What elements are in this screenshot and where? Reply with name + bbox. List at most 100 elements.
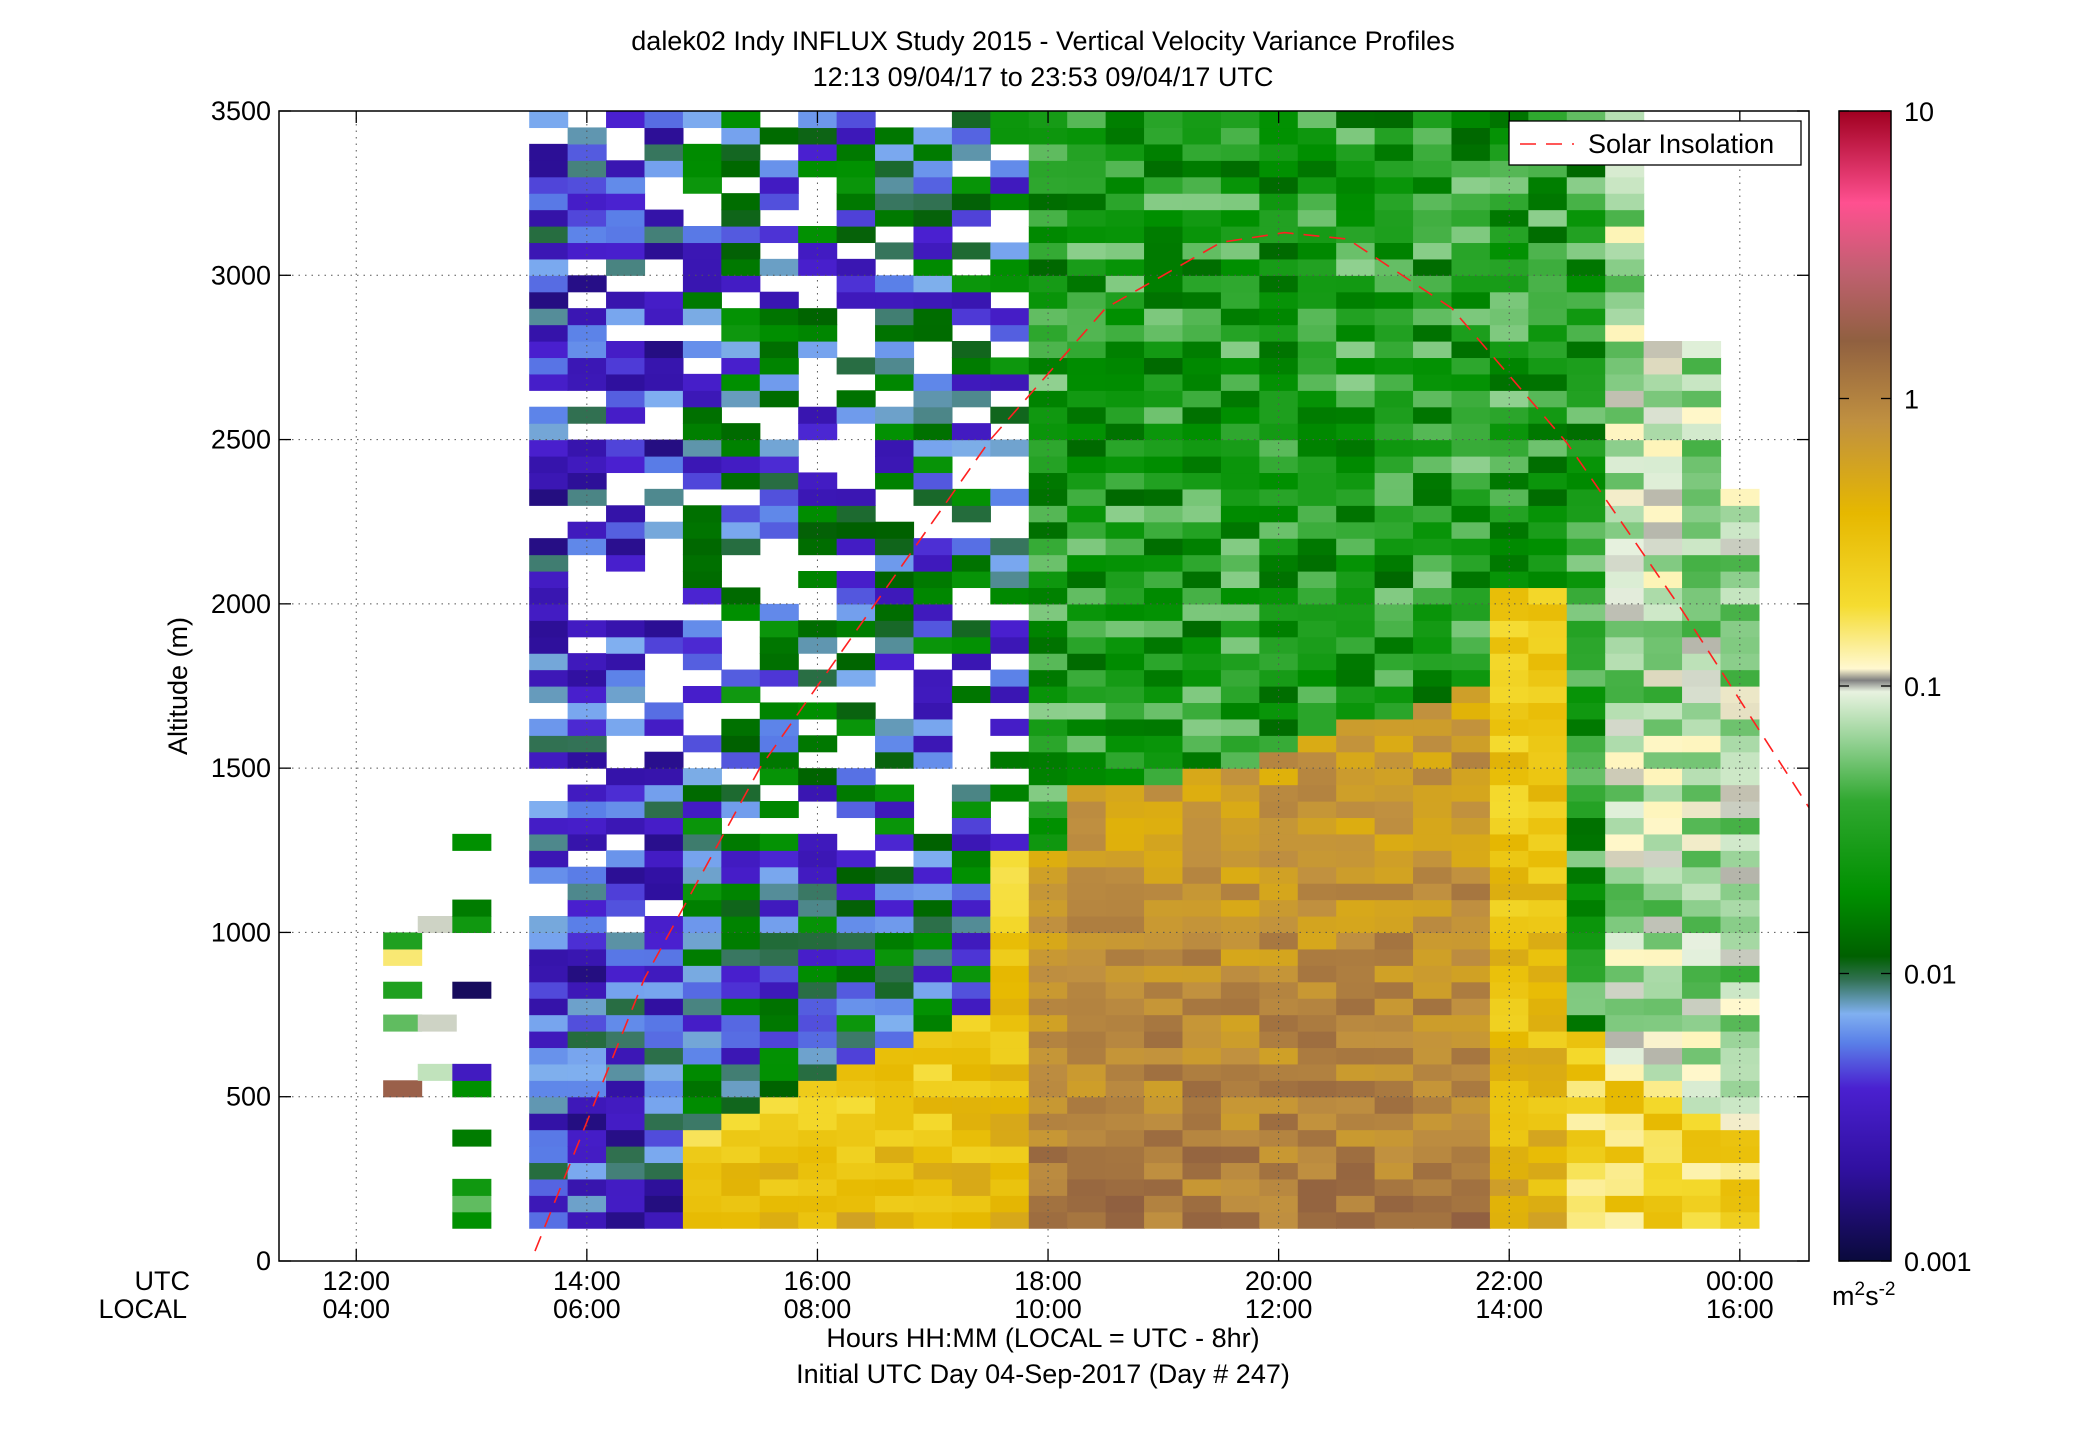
heatmap-cell [1720, 965, 1760, 983]
heatmap-cell [1682, 653, 1722, 671]
heatmap-cell [875, 193, 915, 211]
heatmap-cell [836, 488, 876, 506]
heatmap-cell [1220, 554, 1260, 572]
heatmap-cell [1566, 1129, 1606, 1147]
heatmap-cell [682, 1113, 722, 1131]
heatmap-cell [529, 817, 569, 835]
heatmap-cell [836, 603, 876, 621]
heatmap-cell [682, 1146, 722, 1164]
heatmap-cell [567, 488, 607, 506]
heatmap-cell [990, 193, 1030, 211]
heatmap-cell [1682, 702, 1722, 720]
heatmap-cell [1297, 258, 1337, 276]
heatmap-cell [644, 866, 684, 884]
heatmap-cell [1067, 784, 1107, 802]
heatmap-cell [1528, 571, 1568, 589]
heatmap-cell [875, 1162, 915, 1180]
heatmap-cell [1144, 784, 1184, 802]
heatmap-cell [875, 341, 915, 359]
heatmap-cell [1220, 176, 1260, 194]
heatmap-cell [1682, 390, 1722, 408]
heatmap-cell [1028, 373, 1068, 391]
heatmap-cell [1566, 1113, 1606, 1131]
heatmap-cell [1605, 209, 1645, 227]
heatmap-cell [951, 899, 991, 917]
heatmap-cell [1220, 160, 1260, 178]
heatmap-cell [567, 1146, 607, 1164]
heatmap-cell [798, 143, 838, 161]
heatmap-cell [1643, 571, 1683, 589]
heatmap-cell [1451, 850, 1491, 868]
heatmap-cell [1105, 784, 1145, 802]
heatmap-cell [1643, 686, 1683, 704]
heatmap-cell [1336, 357, 1376, 375]
heatmap-cell [1451, 127, 1491, 145]
heatmap-cell [1336, 1146, 1376, 1164]
heatmap-cell [1336, 948, 1376, 966]
heatmap-cell [682, 242, 722, 260]
heatmap-cell [1105, 373, 1145, 391]
heatmap-cell [1336, 1031, 1376, 1049]
heatmap-cell [759, 948, 799, 966]
heatmap-cell [1297, 1096, 1337, 1114]
heatmap-cell [1413, 472, 1453, 490]
heatmap-cell [1413, 406, 1453, 424]
heatmap-cell [1297, 226, 1337, 244]
heatmap-cell [606, 801, 646, 819]
heatmap-cell [1297, 291, 1337, 309]
heatmap-cell [1528, 653, 1568, 671]
heatmap-cell [1451, 801, 1491, 819]
heatmap-cell [836, 1063, 876, 1081]
heatmap-cell [682, 883, 722, 901]
heatmap-cell [1105, 258, 1145, 276]
heatmap-cell [1451, 242, 1491, 260]
heatmap-cell [1566, 702, 1606, 720]
heatmap-cell [1067, 998, 1107, 1016]
heatmap-cell [682, 817, 722, 835]
heatmap-cell [644, 916, 684, 934]
heatmap-cell [1336, 1113, 1376, 1131]
heatmap-cell [1028, 308, 1068, 326]
heatmap-cell [1489, 1031, 1529, 1049]
heatmap-cell [721, 111, 761, 129]
heatmap-cell [875, 636, 915, 654]
heatmap-cell [1182, 866, 1222, 884]
heatmap-cell [1413, 275, 1453, 293]
heatmap-cell [1105, 357, 1145, 375]
heatmap-cell [1259, 768, 1299, 786]
heatmap-cell [1528, 538, 1568, 556]
heatmap-cell [913, 965, 953, 983]
heatmap-cell [1413, 242, 1453, 260]
heatmap-cell [1643, 784, 1683, 802]
heatmap-cell [644, 242, 684, 260]
heatmap-cell [1297, 784, 1337, 802]
heatmap-cell [721, 357, 761, 375]
heatmap-cell [1067, 357, 1107, 375]
heatmap-cell [1605, 242, 1645, 260]
heatmap-cell [1220, 965, 1260, 983]
heatmap-cell [875, 1080, 915, 1098]
heatmap-cell [529, 801, 569, 819]
heatmap-cell [1144, 866, 1184, 884]
heatmap-cell [951, 176, 991, 194]
heatmap-cell [1259, 833, 1299, 851]
heatmap-cell [1374, 373, 1414, 391]
heatmap-cell [798, 1178, 838, 1196]
heatmap-cell [759, 981, 799, 999]
heatmap-cell [606, 357, 646, 375]
heatmap-cell [913, 1178, 953, 1196]
heatmap-cell [913, 143, 953, 161]
heatmap-cell [606, 1162, 646, 1180]
heatmap-cell [1643, 1129, 1683, 1147]
heatmap-cell [1105, 1211, 1145, 1229]
heatmap-cell [1489, 817, 1529, 835]
heatmap-cell [1643, 1096, 1683, 1114]
heatmap-cell [1720, 521, 1760, 539]
heatmap-cell [1682, 998, 1722, 1016]
heatmap-cell [644, 1211, 684, 1229]
heatmap-cell [1144, 291, 1184, 309]
heatmap-cell [1297, 193, 1337, 211]
heatmap-cell [721, 423, 761, 441]
heatmap-cell [1682, 1113, 1722, 1131]
heatmap-cell [1374, 768, 1414, 786]
